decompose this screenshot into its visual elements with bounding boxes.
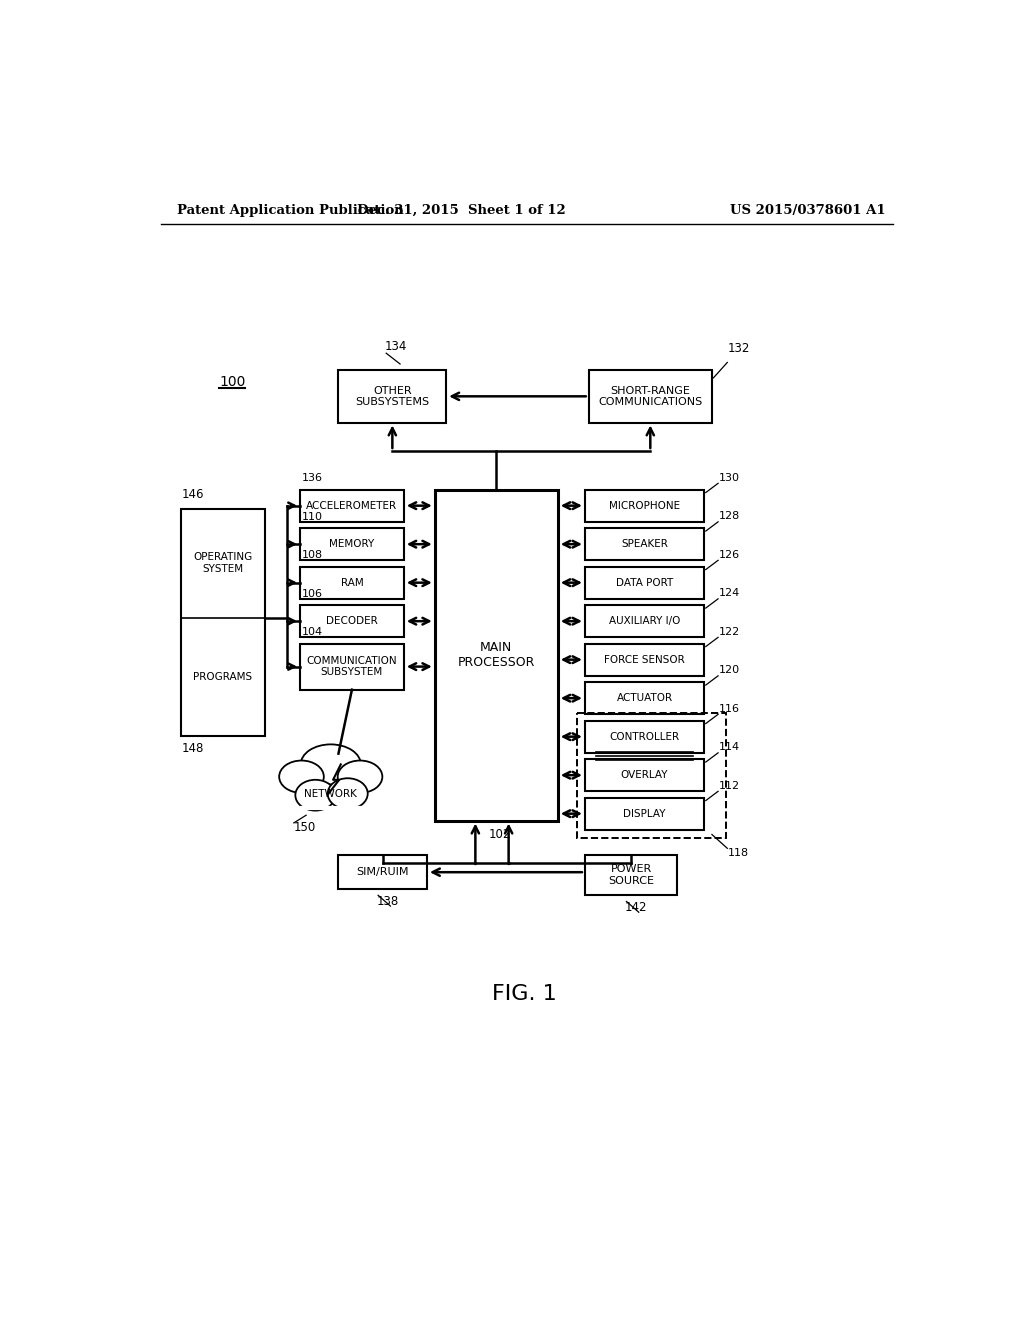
Text: 108: 108 [301, 550, 323, 560]
Text: COMMUNICATION
SUBSYSTEM: COMMUNICATION SUBSYSTEM [306, 656, 397, 677]
Text: 138: 138 [377, 895, 398, 908]
Bar [585, 797, 705, 830]
Text: MICROPHONE: MICROPHONE [609, 500, 680, 511]
Bar [300, 490, 403, 521]
Text: OVERLAY: OVERLAY [621, 770, 669, 780]
Text: 128: 128 [719, 511, 740, 521]
Text: 132: 132 [727, 342, 750, 355]
Text: 150: 150 [294, 821, 316, 834]
Bar [585, 566, 705, 599]
Text: 126: 126 [719, 549, 740, 560]
Text: 102: 102 [488, 829, 511, 841]
Text: NETWORK: NETWORK [304, 788, 357, 799]
Bar [300, 528, 403, 560]
Text: CONTROLLER: CONTROLLER [609, 731, 680, 742]
Text: POWER
SOURCE: POWER SOURCE [608, 865, 654, 886]
Text: 100: 100 [219, 375, 246, 388]
Ellipse shape [338, 760, 382, 793]
Ellipse shape [295, 780, 336, 810]
Bar [585, 759, 705, 792]
Text: FORCE SENSOR: FORCE SENSOR [604, 655, 685, 665]
Text: AUXILIARY I/O: AUXILIARY I/O [609, 616, 680, 626]
Text: 148: 148 [182, 742, 205, 755]
Text: RAM: RAM [341, 578, 364, 587]
Bar [339, 370, 446, 422]
Text: DATA PORT: DATA PORT [615, 578, 673, 587]
Text: 116: 116 [719, 704, 739, 714]
Bar [585, 682, 705, 714]
Text: 112: 112 [719, 780, 740, 791]
Text: Patent Application Publication: Patent Application Publication [177, 205, 403, 218]
Text: DECODER: DECODER [326, 616, 378, 626]
Text: 146: 146 [182, 488, 205, 502]
Text: 136: 136 [301, 474, 323, 483]
Text: 110: 110 [301, 512, 323, 521]
Bar [585, 490, 705, 521]
Bar [339, 855, 427, 890]
Bar [300, 644, 403, 689]
Ellipse shape [328, 779, 368, 809]
Text: 124: 124 [719, 589, 740, 598]
Ellipse shape [280, 760, 324, 793]
Bar [300, 566, 403, 599]
Text: SPEAKER: SPEAKER [622, 539, 668, 549]
Text: OTHER
SUBSYSTEMS: OTHER SUBSYSTEMS [355, 385, 429, 407]
Bar [585, 855, 677, 895]
Bar [578, 713, 726, 838]
Bar [585, 644, 705, 676]
Text: 118: 118 [728, 847, 750, 858]
Text: Dec. 31, 2015  Sheet 1 of 12: Dec. 31, 2015 Sheet 1 of 12 [357, 205, 566, 218]
Text: ACTUATOR: ACTUATOR [616, 693, 673, 704]
Bar [435, 490, 558, 821]
Text: 130: 130 [719, 473, 739, 483]
Text: US 2015/0378601 A1: US 2015/0378601 A1 [729, 205, 885, 218]
Bar [585, 605, 705, 638]
Bar [180, 508, 265, 737]
Text: 106: 106 [301, 589, 323, 599]
Bar [585, 721, 705, 752]
Ellipse shape [301, 744, 360, 784]
Text: SHORT-RANGE
COMMUNICATIONS: SHORT-RANGE COMMUNICATIONS [598, 385, 702, 407]
Bar [585, 528, 705, 560]
Text: MEMORY: MEMORY [330, 539, 375, 549]
Text: 104: 104 [301, 627, 323, 638]
Text: MAIN
PROCESSOR: MAIN PROCESSOR [458, 642, 535, 669]
Text: SIM/RUIM: SIM/RUIM [356, 867, 409, 878]
Text: 142: 142 [625, 902, 647, 915]
Text: 114: 114 [719, 742, 740, 752]
Text: 120: 120 [719, 665, 740, 675]
Text: ACCELEROMETER: ACCELEROMETER [306, 500, 397, 511]
Text: FIG. 1: FIG. 1 [493, 983, 557, 1003]
Text: 122: 122 [719, 627, 740, 636]
Bar [300, 605, 403, 638]
Text: PROGRAMS: PROGRAMS [194, 672, 253, 682]
Bar [589, 370, 712, 422]
Text: DISPLAY: DISPLAY [624, 809, 666, 818]
Text: 134: 134 [385, 341, 407, 354]
Text: OPERATING
SYSTEM: OPERATING SYSTEM [194, 553, 253, 574]
